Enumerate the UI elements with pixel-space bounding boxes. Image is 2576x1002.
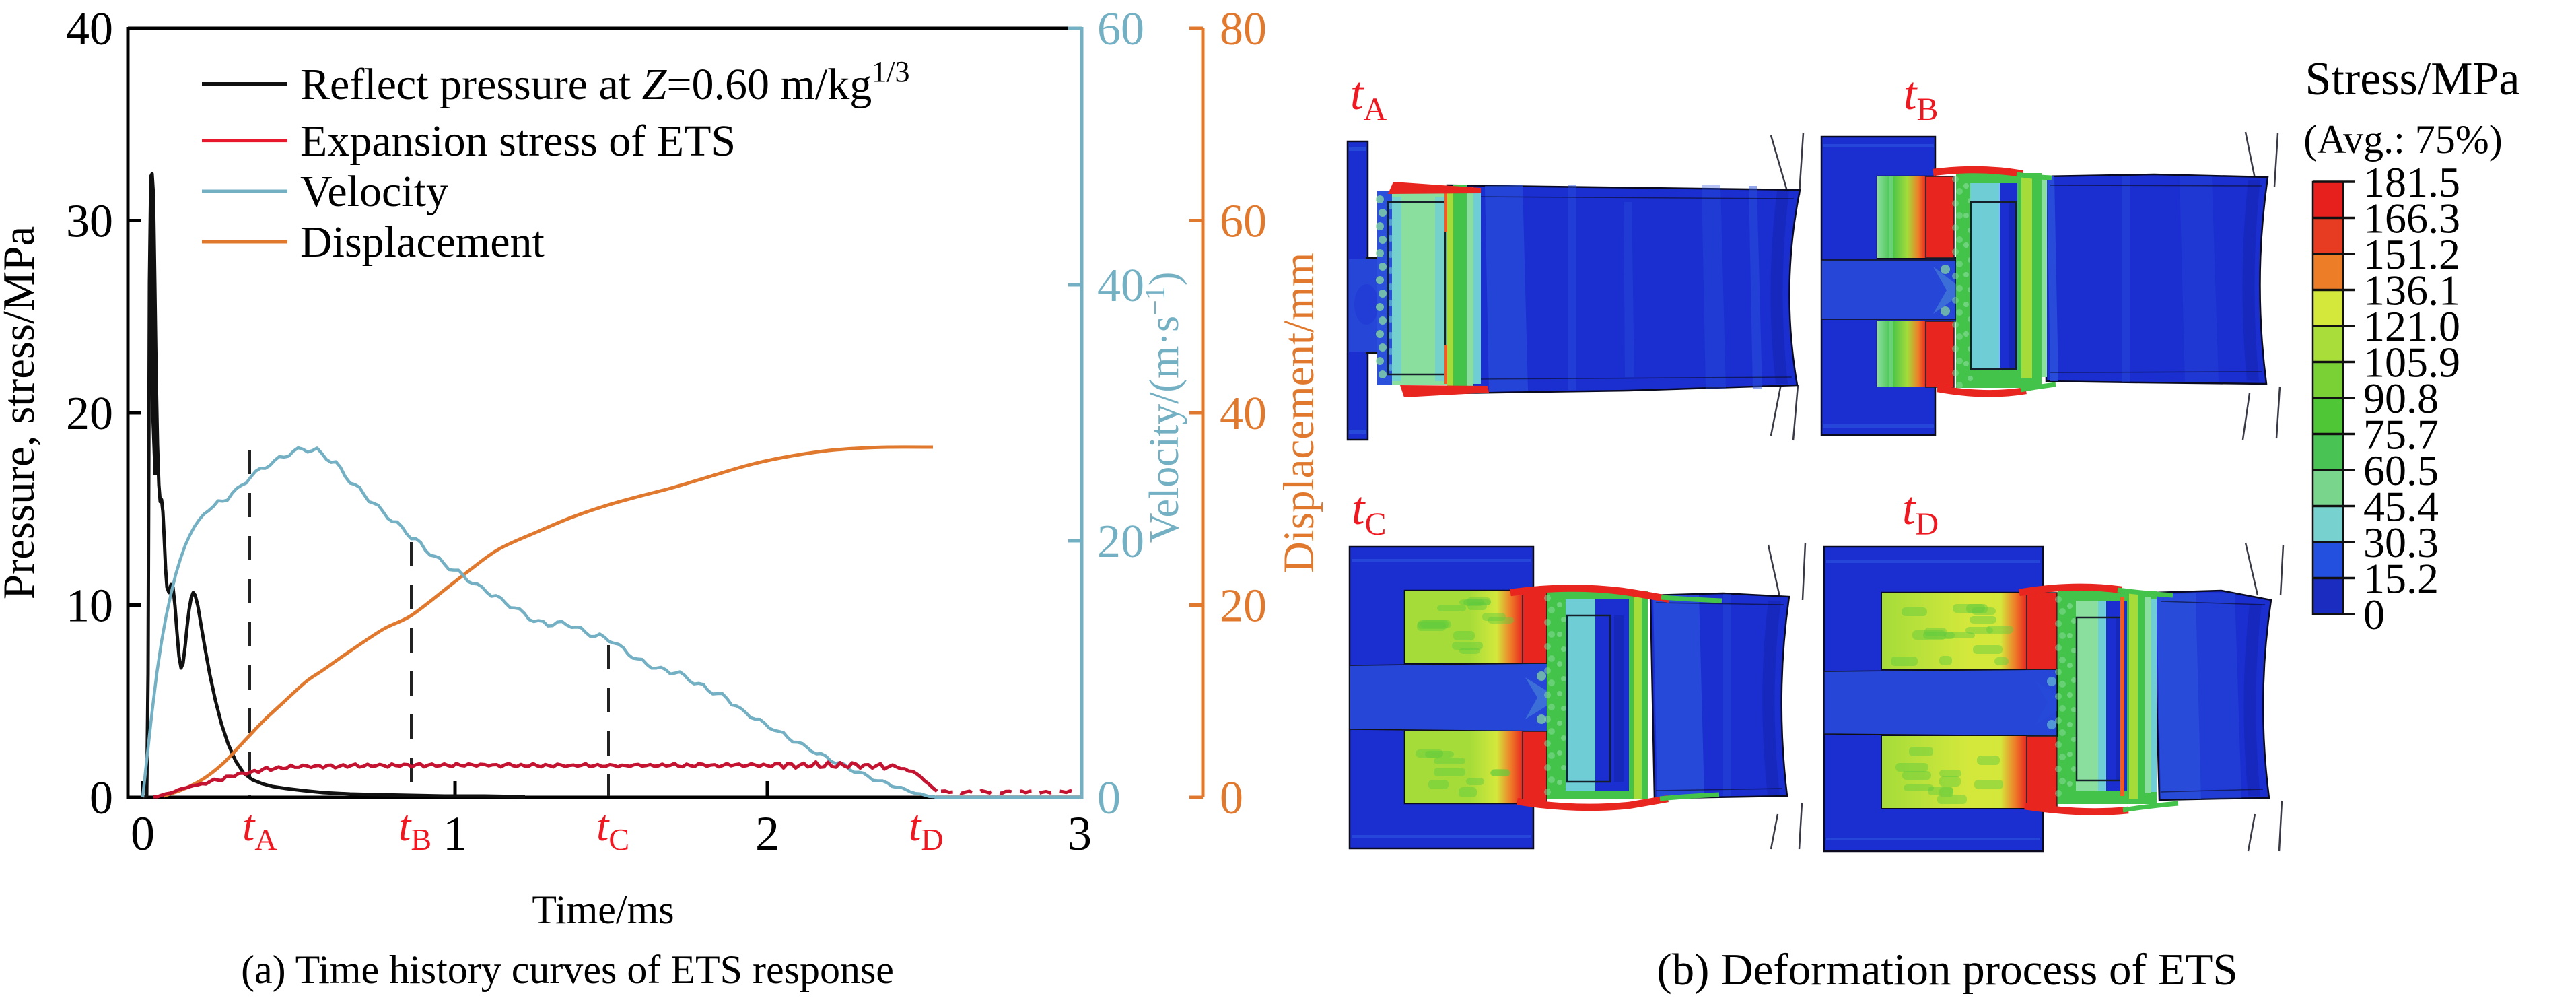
svg-text:3: 3 bbox=[1068, 807, 1092, 861]
svg-text:Time/ms: Time/ms bbox=[532, 888, 674, 932]
svg-text:20: 20 bbox=[66, 388, 113, 440]
svg-text:80: 80 bbox=[1220, 3, 1267, 55]
svg-text:Reflect pressure at Z=0.60 m/k: Reflect pressure at Z=0.60 m/kg1/3 bbox=[300, 55, 909, 109]
svg-text:1: 1 bbox=[443, 807, 467, 861]
svg-text:60: 60 bbox=[1220, 196, 1267, 248]
svg-text:75.7: 75.7 bbox=[2363, 411, 2439, 459]
svg-text:0: 0 bbox=[90, 772, 113, 824]
svg-text:(a) Time history curves of ETS: (a) Time history curves of ETS response bbox=[241, 947, 894, 992]
svg-text:2: 2 bbox=[755, 807, 779, 861]
svg-text:Velocity/(m·s−1): Velocity/(m·s−1) bbox=[1140, 272, 1187, 543]
svg-text:60.5: 60.5 bbox=[2363, 446, 2439, 494]
svg-text:Expansion stress of ETS: Expansion stress of ETS bbox=[300, 116, 736, 166]
svg-text:0: 0 bbox=[1097, 772, 1121, 824]
svg-text:0: 0 bbox=[2363, 591, 2385, 638]
svg-text:60: 60 bbox=[1097, 3, 1144, 55]
svg-text:40: 40 bbox=[1220, 388, 1267, 440]
svg-text:105.9: 105.9 bbox=[2363, 339, 2460, 387]
svg-text:45.4: 45.4 bbox=[2363, 483, 2439, 531]
svg-text:30: 30 bbox=[66, 196, 113, 248]
svg-text:Displacement/mm: Displacement/mm bbox=[1275, 253, 1323, 574]
svg-text:136.1: 136.1 bbox=[2363, 267, 2460, 314]
svg-text:(Avg.: 75%): (Avg.: 75%) bbox=[2303, 117, 2503, 162]
svg-text:30.3: 30.3 bbox=[2363, 519, 2439, 566]
svg-text:20: 20 bbox=[1097, 516, 1144, 568]
svg-text:20: 20 bbox=[1220, 580, 1267, 632]
svg-text:0: 0 bbox=[1220, 772, 1243, 824]
svg-text:Pressure, stress/MPa: Pressure, stress/MPa bbox=[0, 226, 44, 600]
svg-text:151.2: 151.2 bbox=[2363, 230, 2460, 278]
svg-text:(b) Deformation process of ETS: (b) Deformation process of ETS bbox=[1657, 945, 2237, 995]
svg-text:Stress/MPa: Stress/MPa bbox=[2305, 53, 2520, 105]
svg-text:40: 40 bbox=[1097, 260, 1144, 312]
svg-text:90.8: 90.8 bbox=[2363, 374, 2439, 422]
svg-text:15.2: 15.2 bbox=[2363, 555, 2439, 603]
svg-text:Displacement: Displacement bbox=[300, 218, 545, 267]
svg-text:0: 0 bbox=[131, 807, 155, 861]
svg-text:40: 40 bbox=[66, 3, 113, 55]
svg-text:121.0: 121.0 bbox=[2363, 302, 2460, 350]
svg-text:Velocity: Velocity bbox=[300, 167, 448, 216]
svg-text:10: 10 bbox=[66, 580, 113, 632]
svg-text:181.5: 181.5 bbox=[2363, 158, 2460, 206]
svg-text:166.3: 166.3 bbox=[2363, 195, 2460, 242]
